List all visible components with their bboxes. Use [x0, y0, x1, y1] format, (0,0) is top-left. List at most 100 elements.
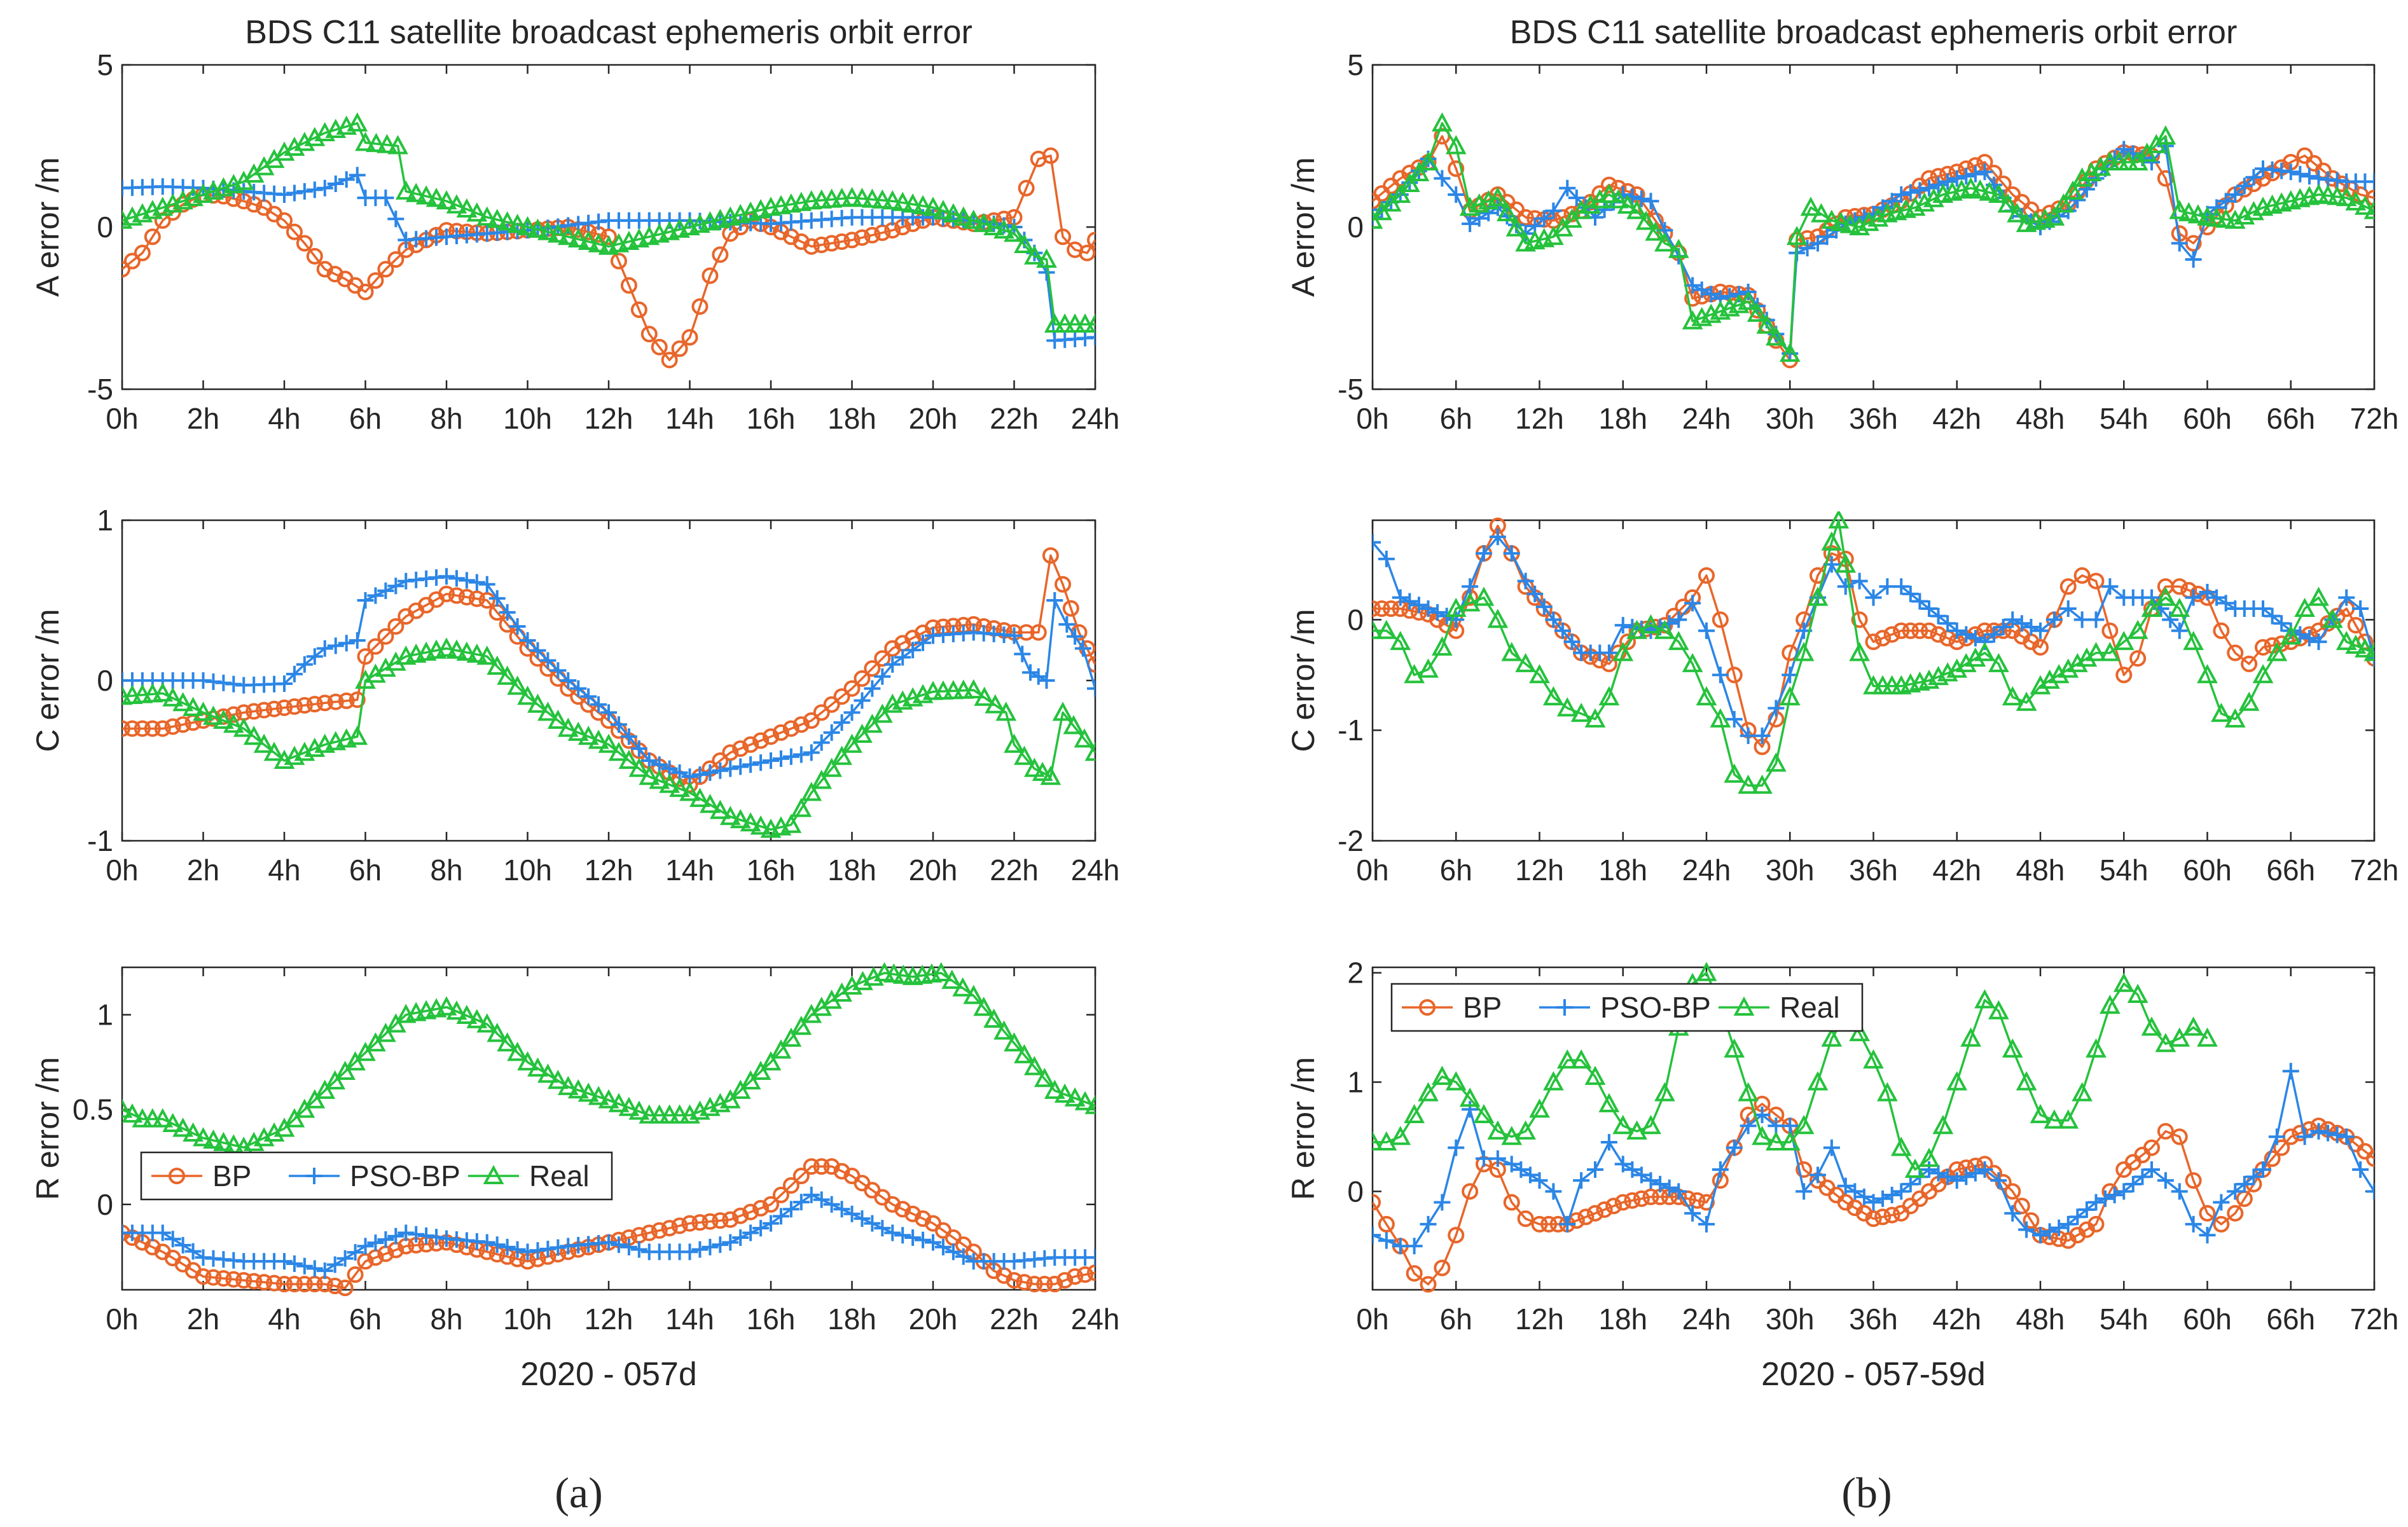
- data-point-pso: [1976, 633, 1993, 651]
- data-point-real: [2169, 200, 2190, 219]
- data-point-real: [2090, 156, 2112, 176]
- x-tick-label: 24h: [1682, 853, 1731, 887]
- x-tick-label: 6h: [349, 853, 382, 887]
- data-point-pso: [377, 1231, 394, 1248]
- data-point-pso: [772, 750, 789, 767]
- data-point-pso: [2023, 619, 2040, 635]
- data-point-pso: [349, 167, 366, 184]
- data-point-pso: [894, 649, 911, 666]
- data-point-real: [1418, 151, 1439, 170]
- data-point-pso: [2282, 163, 2299, 181]
- series-real: [122, 112, 1095, 333]
- data-point-bp: [1030, 624, 1047, 641]
- data-point-pso: [1851, 572, 1868, 590]
- data-point-pso: [1809, 235, 1826, 252]
- x-tick-label: 30h: [1766, 402, 1815, 435]
- data-point-pso: [2059, 1215, 2077, 1233]
- data-point-real: [355, 1042, 376, 1061]
- series-line-real: [122, 122, 1095, 326]
- data-point-real: [922, 681, 944, 700]
- data-point-real: [791, 1016, 812, 1035]
- data-point-bp: [2366, 1150, 2374, 1167]
- data-layer: [122, 112, 1095, 369]
- data-point-bp: [1647, 212, 1664, 229]
- data-point-pso: [1768, 700, 1785, 717]
- data-point-bp: [1434, 1259, 1451, 1276]
- data-point-pso: [772, 1208, 789, 1225]
- data-point-pso: [387, 577, 405, 595]
- data-point-real: [1598, 1093, 1620, 1112]
- data-point-bp: [2101, 622, 2119, 639]
- data-point-bp: [327, 693, 344, 710]
- data-point-real: [1543, 1071, 1564, 1091]
- data-point-real: [953, 679, 974, 699]
- data-point-pso: [1948, 1172, 1965, 1189]
- data-point-bp: [833, 688, 850, 705]
- data-point-bp: [1851, 611, 1868, 628]
- data-point-pso: [2143, 1161, 2160, 1178]
- data-point-real: [183, 696, 204, 716]
- data-point-pso: [499, 1238, 516, 1255]
- data-point-pso: [398, 1224, 415, 1241]
- data-point-bp: [2255, 639, 2271, 656]
- data-point-real: [1418, 658, 1439, 678]
- data-point-pso: [1967, 165, 1984, 183]
- data-point-real: [973, 212, 995, 232]
- data-point-bp: [205, 1269, 222, 1286]
- x-tick-label: 24h: [1071, 1302, 1120, 1336]
- data-point-real: [1752, 774, 1773, 794]
- data-point-pso: [1893, 578, 1910, 595]
- data-point-bp: [1624, 1192, 1641, 1209]
- data-point-pso: [702, 1238, 719, 1255]
- data-point-real: [487, 655, 508, 675]
- data-point-real: [1766, 752, 1787, 772]
- data-point-pso: [1967, 630, 1984, 647]
- data-point-pso: [782, 1201, 799, 1218]
- data-point-pso: [945, 1243, 962, 1261]
- data-point-real: [1724, 763, 1745, 783]
- data-point-pso: [2087, 611, 2105, 628]
- data-point-bp: [1026, 1276, 1043, 1293]
- data-point-pso: [2292, 165, 2309, 183]
- data-point-real: [2197, 664, 2218, 684]
- data-point-real: [1473, 1103, 1495, 1124]
- series-real: [1373, 112, 2374, 362]
- data-point-pso: [2255, 1161, 2271, 1178]
- data-point-pso: [286, 665, 303, 682]
- x-tick-label: 0h: [106, 1302, 138, 1336]
- x-tick-label: 48h: [2016, 402, 2065, 435]
- data-point-pso: [2185, 1215, 2202, 1233]
- data-point-real: [1501, 1126, 1523, 1145]
- legend-label-bp: BP: [212, 1159, 251, 1192]
- x-tick-label: 12h: [1515, 853, 1564, 887]
- data-point-real: [2030, 1103, 2051, 1124]
- data-point-real: [750, 815, 772, 835]
- data-point-bp: [2264, 1150, 2281, 1167]
- data-point-real: [608, 742, 630, 761]
- data-point-real: [1830, 212, 1851, 231]
- data-point-pso: [1517, 572, 1534, 590]
- series-real: [1373, 962, 2218, 1178]
- data-point-bp: [2171, 578, 2188, 595]
- x-tick-label: 0h: [1356, 853, 1388, 887]
- data-point-pso: [2352, 1161, 2369, 1178]
- x-tick-label: 30h: [1766, 853, 1815, 887]
- data-point-real: [963, 679, 985, 699]
- data-point-real: [2053, 193, 2074, 213]
- series-real: [122, 962, 1095, 1156]
- data-point-pso: [1670, 1183, 1687, 1200]
- data-point-real: [1373, 1131, 1383, 1150]
- data-point-real: [1432, 1065, 1453, 1085]
- data-point-pso: [1911, 593, 1928, 610]
- data-point-pso: [792, 1194, 810, 1211]
- data-point-pso: [1939, 1168, 1956, 1185]
- data-point-real: [456, 1004, 478, 1025]
- y-tick-label: 0: [97, 664, 113, 697]
- data-point-pso: [296, 656, 313, 673]
- data-point-real: [2294, 597, 2315, 618]
- legend-label-real: Real: [1780, 991, 1840, 1024]
- data-point-real: [588, 1086, 609, 1105]
- data-point-pso: [2227, 1183, 2244, 1200]
- data-point-bp: [235, 1272, 253, 1289]
- data-point-real: [1570, 1049, 1592, 1069]
